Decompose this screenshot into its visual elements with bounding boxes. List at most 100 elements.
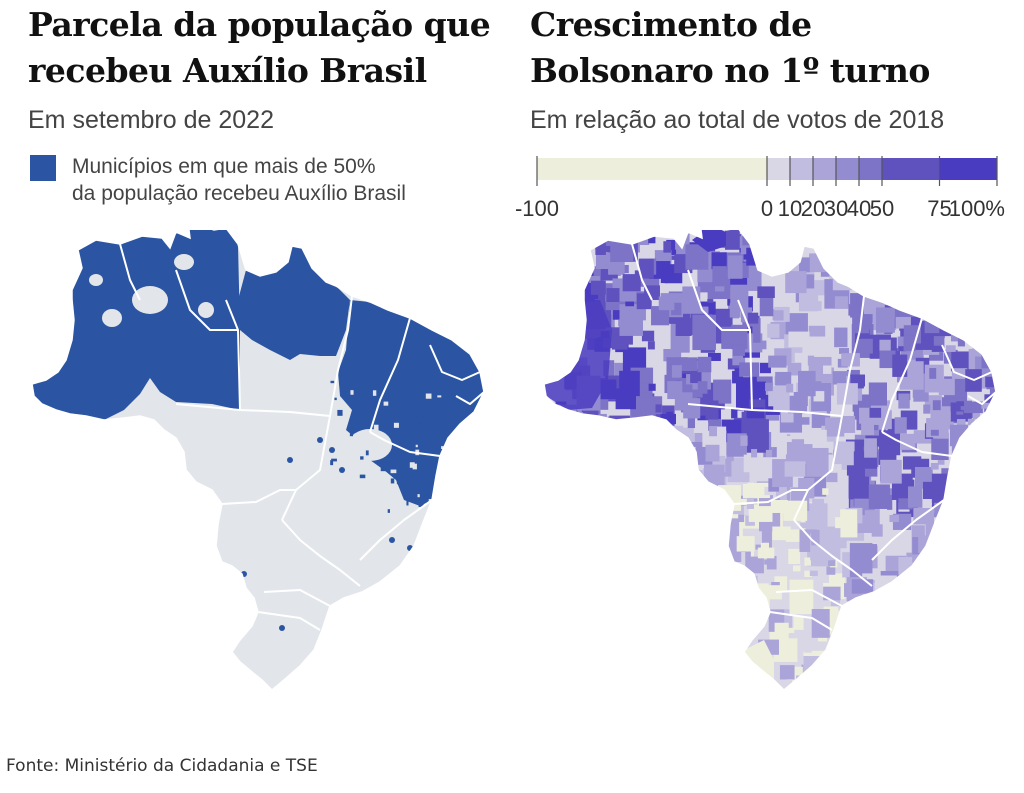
state-border (257, 611, 321, 631)
growth-cell (903, 335, 916, 352)
state-border (455, 391, 484, 405)
state-border (119, 243, 141, 301)
growth-cell (551, 274, 575, 290)
growth-cell (956, 607, 969, 627)
growth-cell (544, 680, 566, 690)
growth-cell (944, 544, 964, 572)
growth-cell (626, 651, 650, 680)
growth-cell (961, 611, 978, 623)
growth-cell (894, 657, 910, 669)
growth-cell (572, 336, 581, 346)
growth-cell (728, 645, 737, 654)
growth-cell (830, 230, 840, 232)
growth-cell (882, 230, 900, 255)
municipality-dot (279, 625, 285, 631)
growth-cell (636, 489, 645, 499)
growth-cell (609, 415, 630, 431)
growth-cell (840, 509, 858, 533)
growth-cell (644, 583, 652, 593)
growth-cell (568, 695, 575, 702)
growth-cell (898, 346, 906, 352)
growth-cell (788, 395, 808, 414)
growth-cell (610, 598, 632, 613)
growth-cell (544, 622, 562, 637)
growth-cell (785, 313, 808, 337)
growth-cell (783, 692, 797, 713)
growth-cell (898, 251, 906, 260)
growth-cell (566, 432, 584, 446)
growth-cell (713, 652, 730, 670)
growth-cell (662, 623, 679, 648)
growth-cell (554, 633, 567, 651)
growth-cell (654, 564, 668, 575)
growth-cell (921, 677, 931, 686)
auxilio-region-north (32, 230, 240, 420)
growth-cell (736, 588, 748, 599)
growth-cell (789, 579, 814, 615)
growth-cell (697, 698, 712, 714)
brazil-map-auxilio (31, 230, 485, 692)
growth-cell (928, 247, 943, 264)
growth-cell (988, 584, 996, 596)
growth-cell (759, 362, 771, 374)
municipality-cell (396, 480, 403, 485)
growth-cell (824, 683, 848, 690)
growth-cell (886, 255, 909, 288)
growth-cell (956, 270, 980, 302)
growth-cell (833, 639, 847, 653)
growth-cell (667, 644, 675, 649)
growth-cell (648, 554, 661, 574)
growth-cell (731, 608, 739, 615)
growth-cell (925, 230, 944, 257)
growth-cell (610, 233, 634, 263)
growth-cell (960, 693, 979, 724)
growth-cell (983, 648, 996, 675)
growth-cell (552, 630, 574, 645)
municipality-cell (372, 390, 377, 396)
growth-cell (743, 454, 758, 473)
growth-cell (750, 556, 764, 574)
growth-cell (548, 480, 562, 492)
scale-bin (813, 158, 836, 180)
growth-cell (644, 515, 651, 524)
state-border (175, 269, 238, 331)
growth-cell (602, 700, 619, 712)
growth-cell (641, 330, 655, 342)
growth-cell (883, 620, 906, 643)
growth-cell (955, 541, 964, 548)
growth-cell (859, 595, 884, 627)
growth-cell (579, 624, 592, 634)
growth-cell (639, 467, 659, 491)
growth-cell (919, 610, 943, 641)
growth-cell (587, 623, 596, 630)
growth-cell (601, 613, 613, 622)
growth-cell (916, 639, 933, 656)
growth-cell (917, 664, 934, 684)
legend-line-1: Municípios em que mais de 50% (72, 155, 376, 178)
municipality-cell (330, 460, 334, 466)
growth-cell (713, 601, 734, 622)
growth-cell (710, 492, 717, 502)
growth-cell (933, 656, 944, 668)
growth-cell (856, 296, 864, 305)
growth-cell (990, 405, 996, 420)
growth-cell (919, 565, 934, 579)
municipality-cell (418, 504, 424, 508)
growth-cell (612, 464, 622, 475)
municipality-cell (333, 479, 338, 484)
growth-cell (708, 578, 720, 595)
growth-cell (606, 288, 620, 302)
growth-cell (668, 555, 685, 579)
growth-cell (768, 355, 787, 368)
growth-cell (577, 605, 602, 636)
state-border (281, 415, 331, 521)
growth-cell (971, 619, 985, 632)
growth-cell (554, 608, 566, 625)
growth-cell (963, 573, 983, 587)
growth-cell (751, 449, 758, 458)
growth-cell (879, 339, 891, 353)
growth-cell (913, 508, 934, 525)
scale-bin (537, 158, 767, 180)
growth-cell (660, 413, 676, 425)
growth-cell (557, 653, 582, 679)
